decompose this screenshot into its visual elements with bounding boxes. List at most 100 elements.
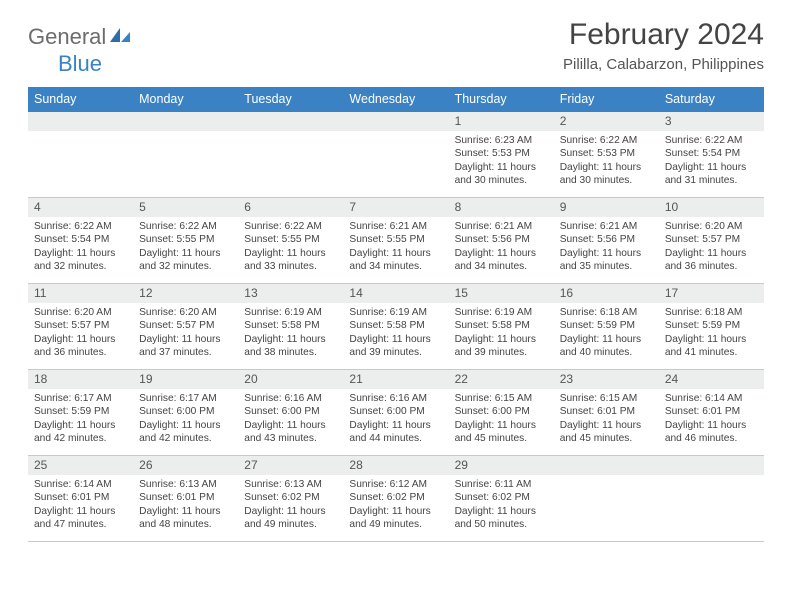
day-details: Sunrise: 6:12 AMSunset: 6:02 PMDaylight:… [343, 475, 448, 536]
calendar-cell: 13Sunrise: 6:19 AMSunset: 5:58 PMDayligh… [238, 284, 343, 370]
logo-sail-icon [110, 26, 132, 49]
day-number: 28 [343, 456, 448, 475]
calendar-cell: 29Sunrise: 6:11 AMSunset: 6:02 PMDayligh… [449, 456, 554, 542]
calendar-cell: 27Sunrise: 6:13 AMSunset: 6:02 PMDayligh… [238, 456, 343, 542]
day-details: Sunrise: 6:17 AMSunset: 6:00 PMDaylight:… [133, 389, 238, 450]
day-number: 14 [343, 284, 448, 303]
calendar-cell: 8Sunrise: 6:21 AMSunset: 5:56 PMDaylight… [449, 198, 554, 284]
weekday-header: Sunday [28, 87, 133, 112]
calendar-cell [343, 112, 448, 198]
day-number: 1 [449, 112, 554, 131]
calendar-row: 1Sunrise: 6:23 AMSunset: 5:53 PMDaylight… [28, 112, 764, 198]
day-number: 3 [659, 112, 764, 131]
day-details: Sunrise: 6:15 AMSunset: 6:01 PMDaylight:… [554, 389, 659, 450]
day-details: Sunrise: 6:22 AMSunset: 5:55 PMDaylight:… [238, 217, 343, 278]
day-details: Sunrise: 6:16 AMSunset: 6:00 PMDaylight:… [238, 389, 343, 450]
day-details: Sunrise: 6:21 AMSunset: 5:56 PMDaylight:… [449, 217, 554, 278]
day-details: Sunrise: 6:13 AMSunset: 6:01 PMDaylight:… [133, 475, 238, 536]
calendar-cell: 11Sunrise: 6:20 AMSunset: 5:57 PMDayligh… [28, 284, 133, 370]
day-details: Sunrise: 6:14 AMSunset: 6:01 PMDaylight:… [28, 475, 133, 536]
day-details: Sunrise: 6:18 AMSunset: 5:59 PMDaylight:… [554, 303, 659, 364]
calendar-cell: 24Sunrise: 6:14 AMSunset: 6:01 PMDayligh… [659, 370, 764, 456]
day-number: 26 [133, 456, 238, 475]
day-details: Sunrise: 6:15 AMSunset: 6:00 PMDaylight:… [449, 389, 554, 450]
calendar-cell: 16Sunrise: 6:18 AMSunset: 5:59 PMDayligh… [554, 284, 659, 370]
calendar-cell [554, 456, 659, 542]
day-number [554, 456, 659, 475]
day-number: 16 [554, 284, 659, 303]
day-details: Sunrise: 6:20 AMSunset: 5:57 PMDaylight:… [659, 217, 764, 278]
calendar-cell: 14Sunrise: 6:19 AMSunset: 5:58 PMDayligh… [343, 284, 448, 370]
calendar-cell: 6Sunrise: 6:22 AMSunset: 5:55 PMDaylight… [238, 198, 343, 284]
day-details: Sunrise: 6:20 AMSunset: 5:57 PMDaylight:… [133, 303, 238, 364]
day-number [28, 112, 133, 131]
calendar-cell: 23Sunrise: 6:15 AMSunset: 6:01 PMDayligh… [554, 370, 659, 456]
day-number: 13 [238, 284, 343, 303]
day-number: 20 [238, 370, 343, 389]
weekday-header: Wednesday [343, 87, 448, 112]
calendar-cell: 25Sunrise: 6:14 AMSunset: 6:01 PMDayligh… [28, 456, 133, 542]
calendar-cell: 2Sunrise: 6:22 AMSunset: 5:53 PMDaylight… [554, 112, 659, 198]
day-number: 2 [554, 112, 659, 131]
day-details: Sunrise: 6:19 AMSunset: 5:58 PMDaylight:… [343, 303, 448, 364]
weekday-header: Tuesday [238, 87, 343, 112]
day-details: Sunrise: 6:21 AMSunset: 5:56 PMDaylight:… [554, 217, 659, 278]
location-subtitle: Pililla, Calabarzon, Philippines [563, 56, 764, 73]
day-number: 22 [449, 370, 554, 389]
calendar-cell: 18Sunrise: 6:17 AMSunset: 5:59 PMDayligh… [28, 370, 133, 456]
day-number: 9 [554, 198, 659, 217]
day-number [659, 456, 764, 475]
calendar-row: 11Sunrise: 6:20 AMSunset: 5:57 PMDayligh… [28, 284, 764, 370]
calendar-cell: 4Sunrise: 6:22 AMSunset: 5:54 PMDaylight… [28, 198, 133, 284]
weekday-header: Saturday [659, 87, 764, 112]
day-number: 10 [659, 198, 764, 217]
day-number: 18 [28, 370, 133, 389]
day-details: Sunrise: 6:16 AMSunset: 6:00 PMDaylight:… [343, 389, 448, 450]
day-details: Sunrise: 6:14 AMSunset: 6:01 PMDaylight:… [659, 389, 764, 450]
day-number: 12 [133, 284, 238, 303]
day-details: Sunrise: 6:17 AMSunset: 5:59 PMDaylight:… [28, 389, 133, 450]
weekday-header: Thursday [449, 87, 554, 112]
day-number: 21 [343, 370, 448, 389]
calendar-cell [133, 112, 238, 198]
day-details: Sunrise: 6:22 AMSunset: 5:54 PMDaylight:… [28, 217, 133, 278]
logo-text-blue: Blue [58, 51, 102, 77]
calendar-row: 25Sunrise: 6:14 AMSunset: 6:01 PMDayligh… [28, 456, 764, 542]
day-number: 19 [133, 370, 238, 389]
weekday-header: Monday [133, 87, 238, 112]
day-details: Sunrise: 6:21 AMSunset: 5:55 PMDaylight:… [343, 217, 448, 278]
calendar-cell: 19Sunrise: 6:17 AMSunset: 6:00 PMDayligh… [133, 370, 238, 456]
day-number [238, 112, 343, 131]
calendar-cell [238, 112, 343, 198]
day-number: 27 [238, 456, 343, 475]
calendar-cell: 12Sunrise: 6:20 AMSunset: 5:57 PMDayligh… [133, 284, 238, 370]
calendar-cell: 20Sunrise: 6:16 AMSunset: 6:00 PMDayligh… [238, 370, 343, 456]
day-number: 8 [449, 198, 554, 217]
day-number: 15 [449, 284, 554, 303]
day-number: 11 [28, 284, 133, 303]
page-title: February 2024 [563, 18, 764, 52]
calendar-cell: 9Sunrise: 6:21 AMSunset: 5:56 PMDaylight… [554, 198, 659, 284]
day-number: 4 [28, 198, 133, 217]
calendar-cell: 7Sunrise: 6:21 AMSunset: 5:55 PMDaylight… [343, 198, 448, 284]
logo-text-general: General [28, 24, 106, 50]
day-number: 23 [554, 370, 659, 389]
day-details: Sunrise: 6:22 AMSunset: 5:55 PMDaylight:… [133, 217, 238, 278]
day-number [343, 112, 448, 131]
calendar-cell: 17Sunrise: 6:18 AMSunset: 5:59 PMDayligh… [659, 284, 764, 370]
calendar-cell [659, 456, 764, 542]
calendar-cell: 3Sunrise: 6:22 AMSunset: 5:54 PMDaylight… [659, 112, 764, 198]
day-number: 25 [28, 456, 133, 475]
calendar-row: 4Sunrise: 6:22 AMSunset: 5:54 PMDaylight… [28, 198, 764, 284]
day-details: Sunrise: 6:18 AMSunset: 5:59 PMDaylight:… [659, 303, 764, 364]
weekday-header: Friday [554, 87, 659, 112]
day-details: Sunrise: 6:19 AMSunset: 5:58 PMDaylight:… [449, 303, 554, 364]
day-number: 29 [449, 456, 554, 475]
day-details: Sunrise: 6:23 AMSunset: 5:53 PMDaylight:… [449, 131, 554, 192]
day-details: Sunrise: 6:22 AMSunset: 5:53 PMDaylight:… [554, 131, 659, 192]
day-details: Sunrise: 6:13 AMSunset: 6:02 PMDaylight:… [238, 475, 343, 536]
day-details: Sunrise: 6:11 AMSunset: 6:02 PMDaylight:… [449, 475, 554, 536]
calendar-row: 18Sunrise: 6:17 AMSunset: 5:59 PMDayligh… [28, 370, 764, 456]
weekday-header-row: Sunday Monday Tuesday Wednesday Thursday… [28, 87, 764, 112]
day-details: Sunrise: 6:19 AMSunset: 5:58 PMDaylight:… [238, 303, 343, 364]
